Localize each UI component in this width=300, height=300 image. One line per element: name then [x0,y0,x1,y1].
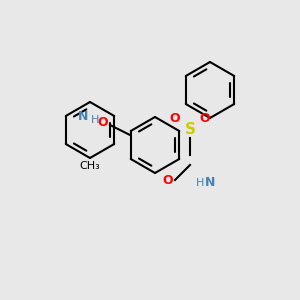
Text: H: H [91,115,99,125]
Text: N: N [78,110,88,124]
Text: H: H [196,178,204,188]
Text: O: O [98,116,108,130]
Text: O: O [200,112,210,124]
Text: O: O [170,112,180,124]
Text: O: O [163,173,173,187]
Text: N: N [205,176,215,190]
Text: CH₃: CH₃ [80,161,100,171]
Text: S: S [184,122,196,137]
